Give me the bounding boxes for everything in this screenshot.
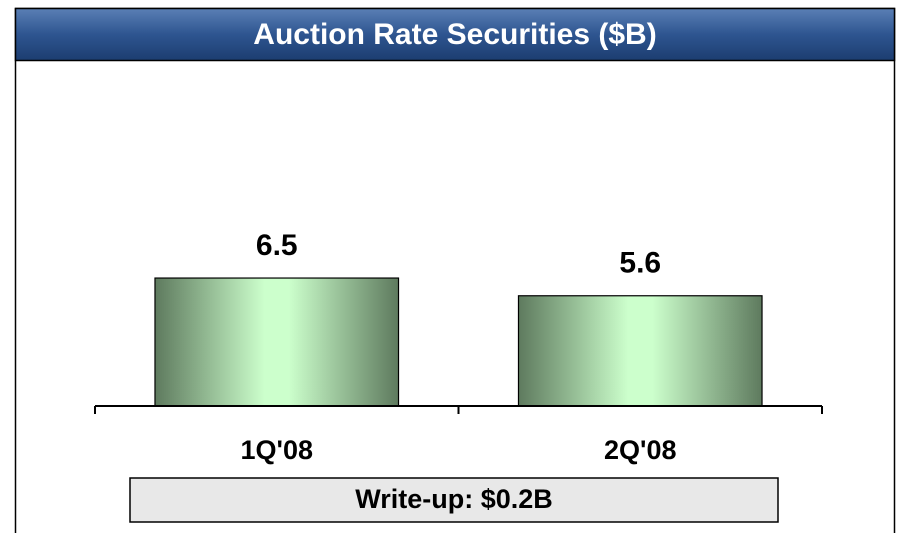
annotation-box	[129, 477, 779, 523]
bar	[517, 295, 763, 407]
bar	[154, 277, 400, 407]
panel	[14, 7, 896, 533]
value-label: 6.5	[256, 229, 298, 262]
annotation: Write-up: $0.2B	[355, 484, 553, 514]
x-tick-label: 2Q'08	[604, 435, 676, 465]
title-bar	[14, 7, 896, 62]
chart-title: Auction Rate Securities ($B)	[253, 18, 656, 51]
x-tick-label: 1Q'08	[241, 435, 313, 465]
value-label: 5.6	[619, 247, 661, 280]
